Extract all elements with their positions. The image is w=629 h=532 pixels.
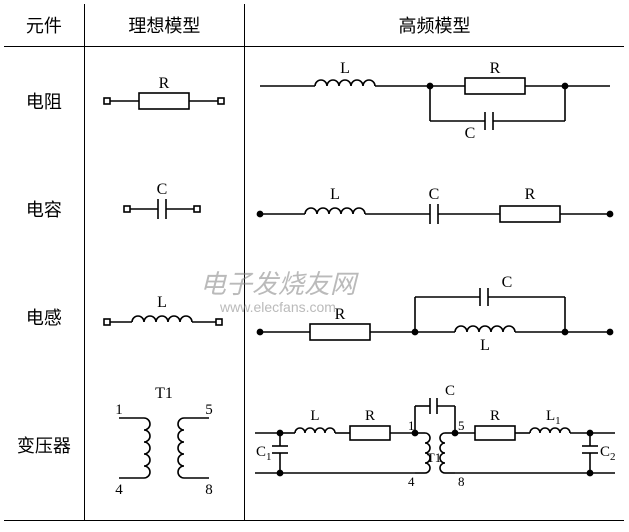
c2-label: C2 <box>600 444 616 463</box>
c-label: C <box>464 125 475 142</box>
row-inductor: 电感 L <box>4 263 624 371</box>
r-label: R <box>334 306 345 323</box>
capacitor-hf-icon: L C R <box>255 179 615 239</box>
row-transformer: 变压器 T1 1 4 5 8 <box>4 371 624 521</box>
inductor-ideal-icon: L <box>94 287 234 347</box>
row-resistor: 电阻 R <box>4 47 624 155</box>
r-label-hf: R <box>489 60 500 77</box>
pin4-hf: 4 <box>408 474 415 489</box>
c-label-hf: C <box>428 186 439 203</box>
l-label: L <box>310 408 319 424</box>
transformer-name: 变压器 <box>17 436 71 456</box>
capacitor-ideal-icon: C <box>94 179 234 239</box>
pin5-hf: 5 <box>458 418 465 433</box>
t1-hf-label: T1 <box>426 450 440 465</box>
pin4: 4 <box>116 482 124 498</box>
c1-label: C1 <box>256 444 272 463</box>
pin8: 8 <box>206 482 214 498</box>
r-label: R <box>159 75 170 92</box>
pin8-hf: 8 <box>458 474 465 489</box>
resistor-ideal-icon: R <box>94 71 234 131</box>
component-models-table: 元件 理想模型 高频模型 电阻 R <box>4 4 624 521</box>
l-label: L <box>340 60 350 77</box>
transformer-hf-icon: L R C R L1 C1 C2 T1 1 4 5 8 <box>250 378 620 513</box>
header-ideal-model: 理想模型 <box>84 4 244 47</box>
t1-label: T1 <box>155 385 173 402</box>
header-hf-model: 高频模型 <box>245 4 624 47</box>
c-label: C <box>157 181 168 198</box>
inductor-hf-icon: R C L <box>255 272 615 362</box>
transformer-ideal-icon: T1 1 4 5 8 <box>89 378 239 513</box>
resistor-hf-icon: L R C <box>255 56 615 146</box>
inductor-name: 电感 <box>26 308 62 328</box>
header-row: 元件 理想模型 高频模型 <box>4 4 624 47</box>
r-label-left: R <box>365 408 375 424</box>
r-label-right: R <box>490 408 500 424</box>
c-label: C <box>445 383 455 399</box>
c-label: C <box>501 274 512 291</box>
l-label: L <box>330 186 340 203</box>
capacitor-name: 电容 <box>26 200 62 220</box>
pin1: 1 <box>116 402 124 418</box>
r-label: R <box>524 186 535 203</box>
pin1-hf: 1 <box>408 418 415 433</box>
l1-label: L1 <box>546 408 561 427</box>
l-label: L <box>157 294 167 311</box>
pin5: 5 <box>206 402 214 418</box>
l-label-hf: L <box>480 337 490 354</box>
resistor-name: 电阻 <box>26 92 62 112</box>
row-capacitor: 电容 C <box>4 155 624 263</box>
header-component: 元件 <box>4 4 84 47</box>
